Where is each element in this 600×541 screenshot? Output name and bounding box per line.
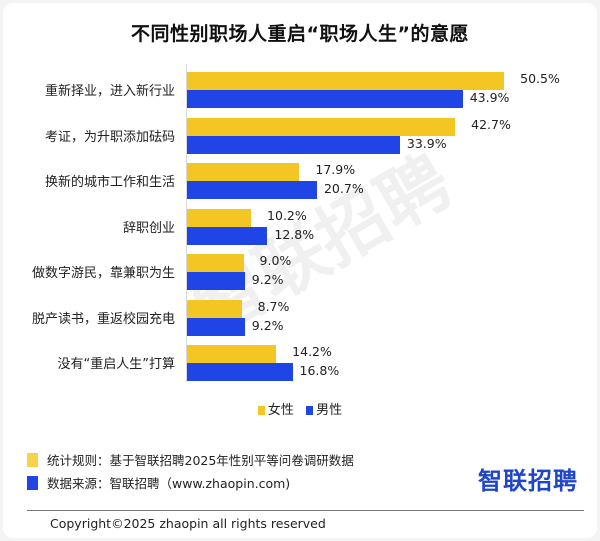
y-axis-line xyxy=(186,64,187,382)
bar-female xyxy=(187,117,456,136)
bar-female xyxy=(187,163,300,181)
category-label: 做数字游民，靠兼职为生 xyxy=(31,266,175,281)
note-source: 数据来源：智联招聘（www.zhaopin.com) xyxy=(27,474,354,497)
bar-male xyxy=(187,317,245,336)
category-label: 重新择业，进入新行业 xyxy=(44,84,175,99)
bar-female xyxy=(187,254,244,272)
value-female: 14.2% xyxy=(292,344,332,359)
value-female: 10.2% xyxy=(267,207,307,223)
bar-male xyxy=(187,90,463,108)
male-swatch xyxy=(306,406,314,415)
value-male: 9.2% xyxy=(251,272,284,287)
logo-rest: 联招聘 xyxy=(503,467,578,495)
legend-item-male: 男性 xyxy=(306,403,342,418)
bar-row: 脱产读书，重返校园充电 8.7% 9.2% xyxy=(0,296,600,340)
zhaopin-logo: 智联招聘 xyxy=(478,461,578,496)
bar-row: 没有“重启人生”打算 14.2% 16.8% xyxy=(0,341,600,385)
note-source-text: 数据来源：智联招聘（www.zhaopin.com) xyxy=(47,476,291,491)
bar-female xyxy=(187,345,277,363)
value-male: 20.7% xyxy=(323,181,364,196)
copyright: Copyright©2025 zhaopin all rights reserv… xyxy=(50,516,326,531)
category-label: 没有“重启人生”打算 xyxy=(57,357,175,372)
female-swatch xyxy=(257,406,265,415)
value-female: 17.9% xyxy=(315,162,356,177)
footnotes: 统计规则：基于智联招聘2025年性别平等问卷调研数据 数据来源：智联招聘（www… xyxy=(27,451,354,497)
bar-male xyxy=(187,226,268,245)
bar-male xyxy=(187,363,293,381)
note-rule-text: 统计规则：基于智联招聘2025年性别平等问卷调研数据 xyxy=(47,453,354,468)
bar-row: 考证，为升职添加砝码 42.7% 33.9% xyxy=(0,114,600,158)
bar-female xyxy=(187,208,252,227)
value-male: 9.2% xyxy=(251,317,284,333)
legend-item-female: 女性 xyxy=(257,403,294,418)
value-female: 9.0% xyxy=(259,253,292,268)
bar-female xyxy=(187,299,242,318)
value-male: 43.9% xyxy=(469,90,510,105)
bar-row: 重新择业，进入新行业 50.5% 43.9% xyxy=(0,68,600,112)
bar-female xyxy=(187,72,505,90)
category-label: 脱产读书，重返校园充电 xyxy=(31,311,175,327)
logo-first-char: 智 xyxy=(478,467,503,495)
yellow-square-icon xyxy=(27,453,38,467)
chart-title: 不同性别职场人重启“职场人生”的意愿 xyxy=(131,23,469,45)
value-female: 42.7% xyxy=(471,116,511,132)
bar-row: 做数字游民，靠兼职为生 9.0% 9.2% xyxy=(0,250,600,294)
bar-male xyxy=(187,135,400,154)
category-label: 换新的城市工作和生活 xyxy=(44,175,175,190)
bar-male xyxy=(187,181,317,199)
blue-square-icon xyxy=(27,476,38,490)
value-female: 50.5% xyxy=(520,71,560,86)
legend-label-female: 女性 xyxy=(267,403,294,418)
value-male: 16.8% xyxy=(299,363,340,378)
bar-row: 换新的城市工作和生活 17.9% 20.7% xyxy=(0,159,600,203)
bar-male xyxy=(187,272,245,290)
note-rule: 统计规则：基于智联招聘2025年性别平等问卷调研数据 xyxy=(27,451,354,474)
value-male: 12.8% xyxy=(274,226,315,242)
bar-row: 辞职创业 10.2% 12.8% xyxy=(0,205,600,249)
category-label: 辞职创业 xyxy=(122,220,175,236)
value-male: 33.9% xyxy=(406,135,447,151)
legend: 女性 男性 xyxy=(0,399,600,418)
value-female: 8.7% xyxy=(257,298,290,314)
divider xyxy=(27,510,584,511)
category-label: 考证，为升职添加砝码 xyxy=(44,129,175,145)
legend-label-male: 男性 xyxy=(316,403,343,418)
